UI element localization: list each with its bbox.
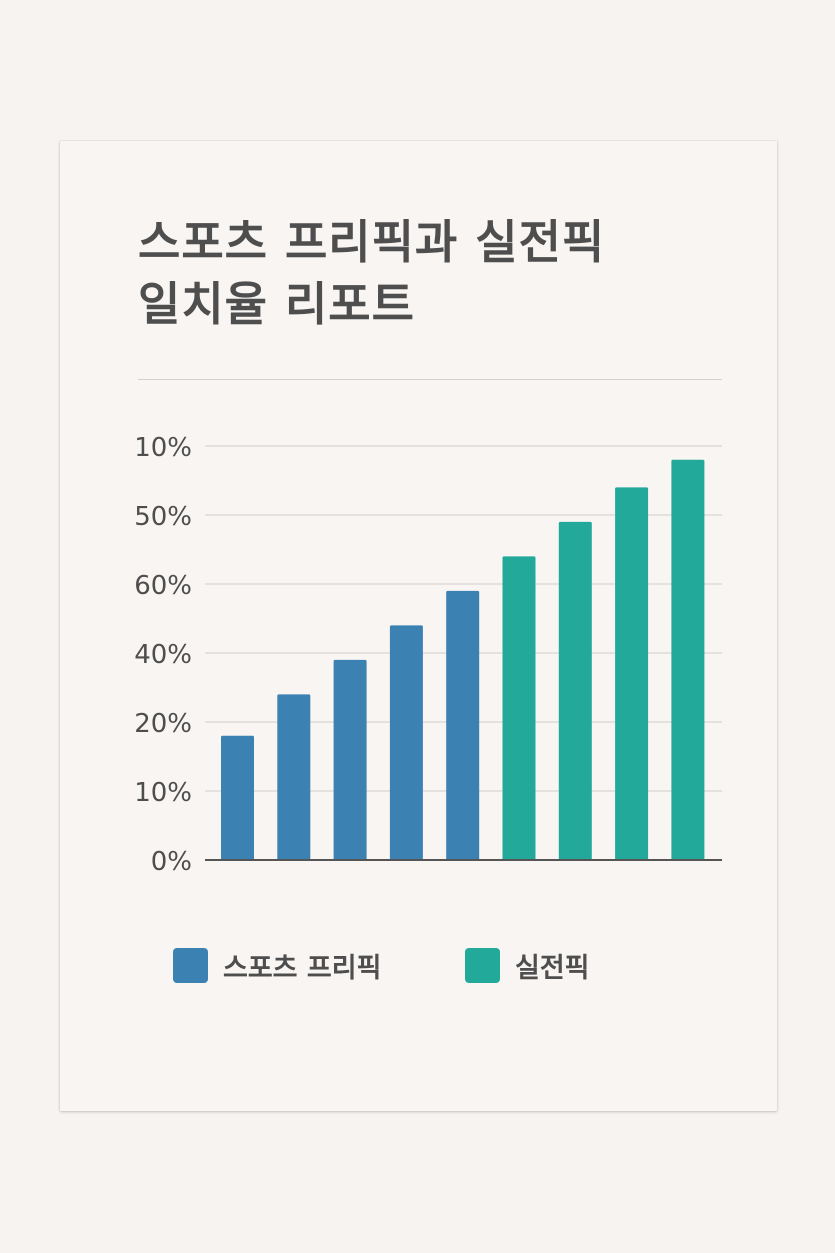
title-line-1: 스포츠 프리픽과 실전픽	[138, 215, 606, 269]
y-tick-label: 10%	[134, 778, 192, 808]
y-tick-label: 60%	[134, 571, 192, 601]
bar-real-pick-9	[671, 459, 705, 860]
bar-real-pick-7	[558, 521, 592, 860]
chart-legend: 스포츠 프리픽 실전픽	[173, 947, 693, 984]
y-tick-label: 10%	[134, 433, 192, 463]
y-tick-label: 20%	[134, 709, 192, 739]
bar-free-pick-5	[446, 590, 480, 860]
y-tick-label: 40%	[134, 640, 192, 670]
report-title: 스포츠 프리픽과 실전픽 일치율 리포트	[138, 211, 738, 335]
report-card: 스포츠 프리픽과 실전픽 일치율 리포트 0% 10% 20% 40% 60% 50% 10…	[60, 141, 777, 1111]
y-tick-label: 50%	[134, 502, 192, 532]
bar-free-pick-4	[389, 625, 423, 860]
bar-free-pick-3	[333, 659, 367, 860]
legend-swatch-real-pick	[465, 947, 500, 983]
y-tick-label: 0%	[151, 847, 192, 877]
bar-chart: 0% 10% 20% 40% 60% 50% 10%	[134, 433, 722, 877]
legend-item-free-pick: 스포츠 프리픽	[173, 947, 382, 984]
bar-free-pick-1	[221, 735, 254, 860]
legend-label-real-pick: 실전픽	[515, 952, 590, 984]
bar-real-pick-6	[502, 556, 536, 860]
legend-item-real-pick: 실전픽	[465, 947, 590, 984]
title-divider	[138, 379, 722, 380]
legend-swatch-free-pick	[173, 947, 208, 983]
bar-free-pick-2	[277, 694, 311, 860]
legend-label-free-pick: 스포츠 프리픽	[223, 952, 382, 984]
title-line-2: 일치율 리포트	[138, 277, 415, 331]
bar-real-pick-8	[615, 487, 649, 860]
